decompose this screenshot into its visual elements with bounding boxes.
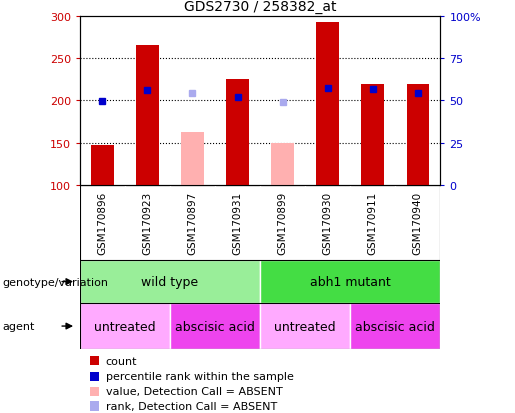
- Bar: [136, 46, 159, 186]
- Text: GSM170911: GSM170911: [368, 192, 377, 254]
- Bar: [181, 133, 204, 186]
- Title: GDS2730 / 258382_at: GDS2730 / 258382_at: [184, 0, 336, 14]
- Bar: [226, 80, 249, 186]
- Bar: [316, 22, 339, 186]
- Text: abscisic acid: abscisic acid: [175, 320, 255, 333]
- Text: abh1 mutant: abh1 mutant: [310, 275, 390, 288]
- Text: GSM170940: GSM170940: [413, 192, 423, 254]
- Bar: [170, 304, 260, 349]
- Bar: [80, 260, 260, 304]
- Bar: [271, 143, 294, 186]
- Text: rank, Detection Call = ABSENT: rank, Detection Call = ABSENT: [106, 401, 277, 411]
- Bar: [91, 145, 114, 186]
- Bar: [406, 85, 429, 186]
- Text: GSM170930: GSM170930: [323, 192, 333, 254]
- Text: agent: agent: [3, 321, 35, 331]
- Text: GSM170896: GSM170896: [97, 192, 107, 254]
- Text: untreated: untreated: [94, 320, 156, 333]
- Text: GSM170899: GSM170899: [278, 192, 287, 254]
- Text: genotype/variation: genotype/variation: [3, 277, 109, 287]
- Text: GSM170897: GSM170897: [187, 192, 197, 254]
- Bar: [350, 304, 440, 349]
- Bar: [80, 304, 170, 349]
- Text: abscisic acid: abscisic acid: [355, 320, 435, 333]
- Text: GSM170931: GSM170931: [233, 192, 243, 254]
- Text: GSM170923: GSM170923: [143, 192, 152, 254]
- Text: untreated: untreated: [274, 320, 336, 333]
- Bar: [260, 260, 440, 304]
- Bar: [260, 304, 350, 349]
- Text: percentile rank within the sample: percentile rank within the sample: [106, 371, 294, 381]
- Text: value, Detection Call = ABSENT: value, Detection Call = ABSENT: [106, 386, 282, 396]
- Bar: [362, 85, 384, 186]
- Text: count: count: [106, 356, 137, 366]
- Text: wild type: wild type: [142, 275, 198, 288]
